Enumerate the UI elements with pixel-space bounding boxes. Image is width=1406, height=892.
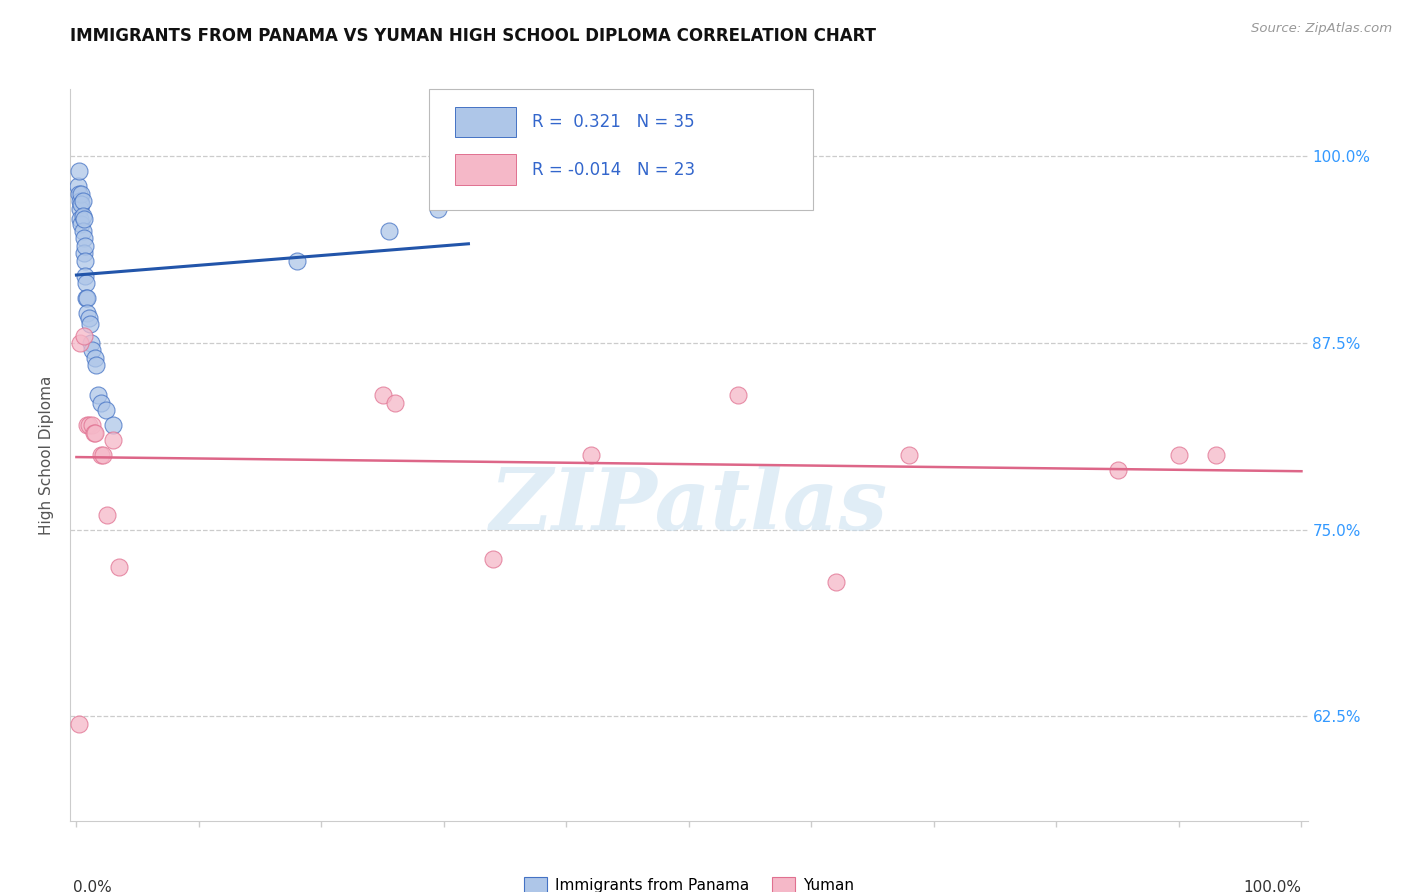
Point xyxy=(72,224,94,238)
Point xyxy=(75,277,97,291)
Point xyxy=(69,212,91,227)
Point xyxy=(67,186,90,201)
Point xyxy=(482,552,505,566)
Point xyxy=(1107,463,1129,477)
Point xyxy=(69,202,91,216)
Point xyxy=(82,343,104,358)
Point xyxy=(727,388,749,402)
Text: Source: ZipAtlas.com: Source: ZipAtlas.com xyxy=(1251,22,1392,36)
Point xyxy=(70,197,93,211)
Point xyxy=(70,186,93,201)
Point xyxy=(371,388,394,402)
Point xyxy=(579,448,602,462)
Point xyxy=(70,217,93,231)
Point xyxy=(378,224,401,238)
Point xyxy=(87,388,110,402)
Point xyxy=(1205,448,1227,462)
Point xyxy=(108,560,131,574)
Point xyxy=(73,239,96,253)
Point xyxy=(426,202,449,216)
Point xyxy=(69,335,91,350)
Point xyxy=(83,351,105,365)
Point xyxy=(67,164,90,178)
Point xyxy=(69,194,91,209)
Point xyxy=(384,395,406,409)
Point xyxy=(73,212,96,227)
Legend: Immigrants from Panama, Yuman: Immigrants from Panama, Yuman xyxy=(524,878,853,892)
Text: R = -0.014   N = 23: R = -0.014 N = 23 xyxy=(531,161,695,178)
Point xyxy=(96,508,118,522)
Point xyxy=(75,291,97,305)
Point xyxy=(77,418,100,433)
Point xyxy=(76,418,98,433)
Point xyxy=(93,448,115,462)
Point xyxy=(94,403,117,417)
Point xyxy=(73,328,96,343)
Point xyxy=(90,395,112,409)
Point xyxy=(73,246,96,260)
Point xyxy=(101,433,124,447)
Y-axis label: High School Diploma: High School Diploma xyxy=(39,376,55,534)
Point xyxy=(898,448,921,462)
Point xyxy=(83,425,105,440)
Point xyxy=(67,716,90,731)
Point xyxy=(76,291,98,305)
Point xyxy=(73,231,96,245)
Point xyxy=(79,317,101,331)
Point xyxy=(77,310,100,325)
Point xyxy=(825,574,848,589)
FancyBboxPatch shape xyxy=(429,89,813,210)
Point xyxy=(80,335,103,350)
Point xyxy=(82,418,104,433)
Point xyxy=(1168,448,1191,462)
Point xyxy=(72,194,94,209)
Point xyxy=(66,179,89,194)
FancyBboxPatch shape xyxy=(456,154,516,185)
Point xyxy=(72,209,94,223)
Point xyxy=(90,448,112,462)
Text: 100.0%: 100.0% xyxy=(1243,880,1302,892)
Text: R =  0.321   N = 35: R = 0.321 N = 35 xyxy=(531,113,695,131)
Point xyxy=(73,253,96,268)
Point xyxy=(73,268,96,283)
Point xyxy=(83,425,105,440)
Text: 0.0%: 0.0% xyxy=(73,880,111,892)
Point xyxy=(285,253,308,268)
Point xyxy=(76,306,98,320)
Text: IMMIGRANTS FROM PANAMA VS YUMAN HIGH SCHOOL DIPLOMA CORRELATION CHART: IMMIGRANTS FROM PANAMA VS YUMAN HIGH SCH… xyxy=(70,27,876,45)
FancyBboxPatch shape xyxy=(456,107,516,137)
Text: ZIPatlas: ZIPatlas xyxy=(489,465,889,548)
Point xyxy=(101,418,124,433)
Point xyxy=(84,359,107,373)
